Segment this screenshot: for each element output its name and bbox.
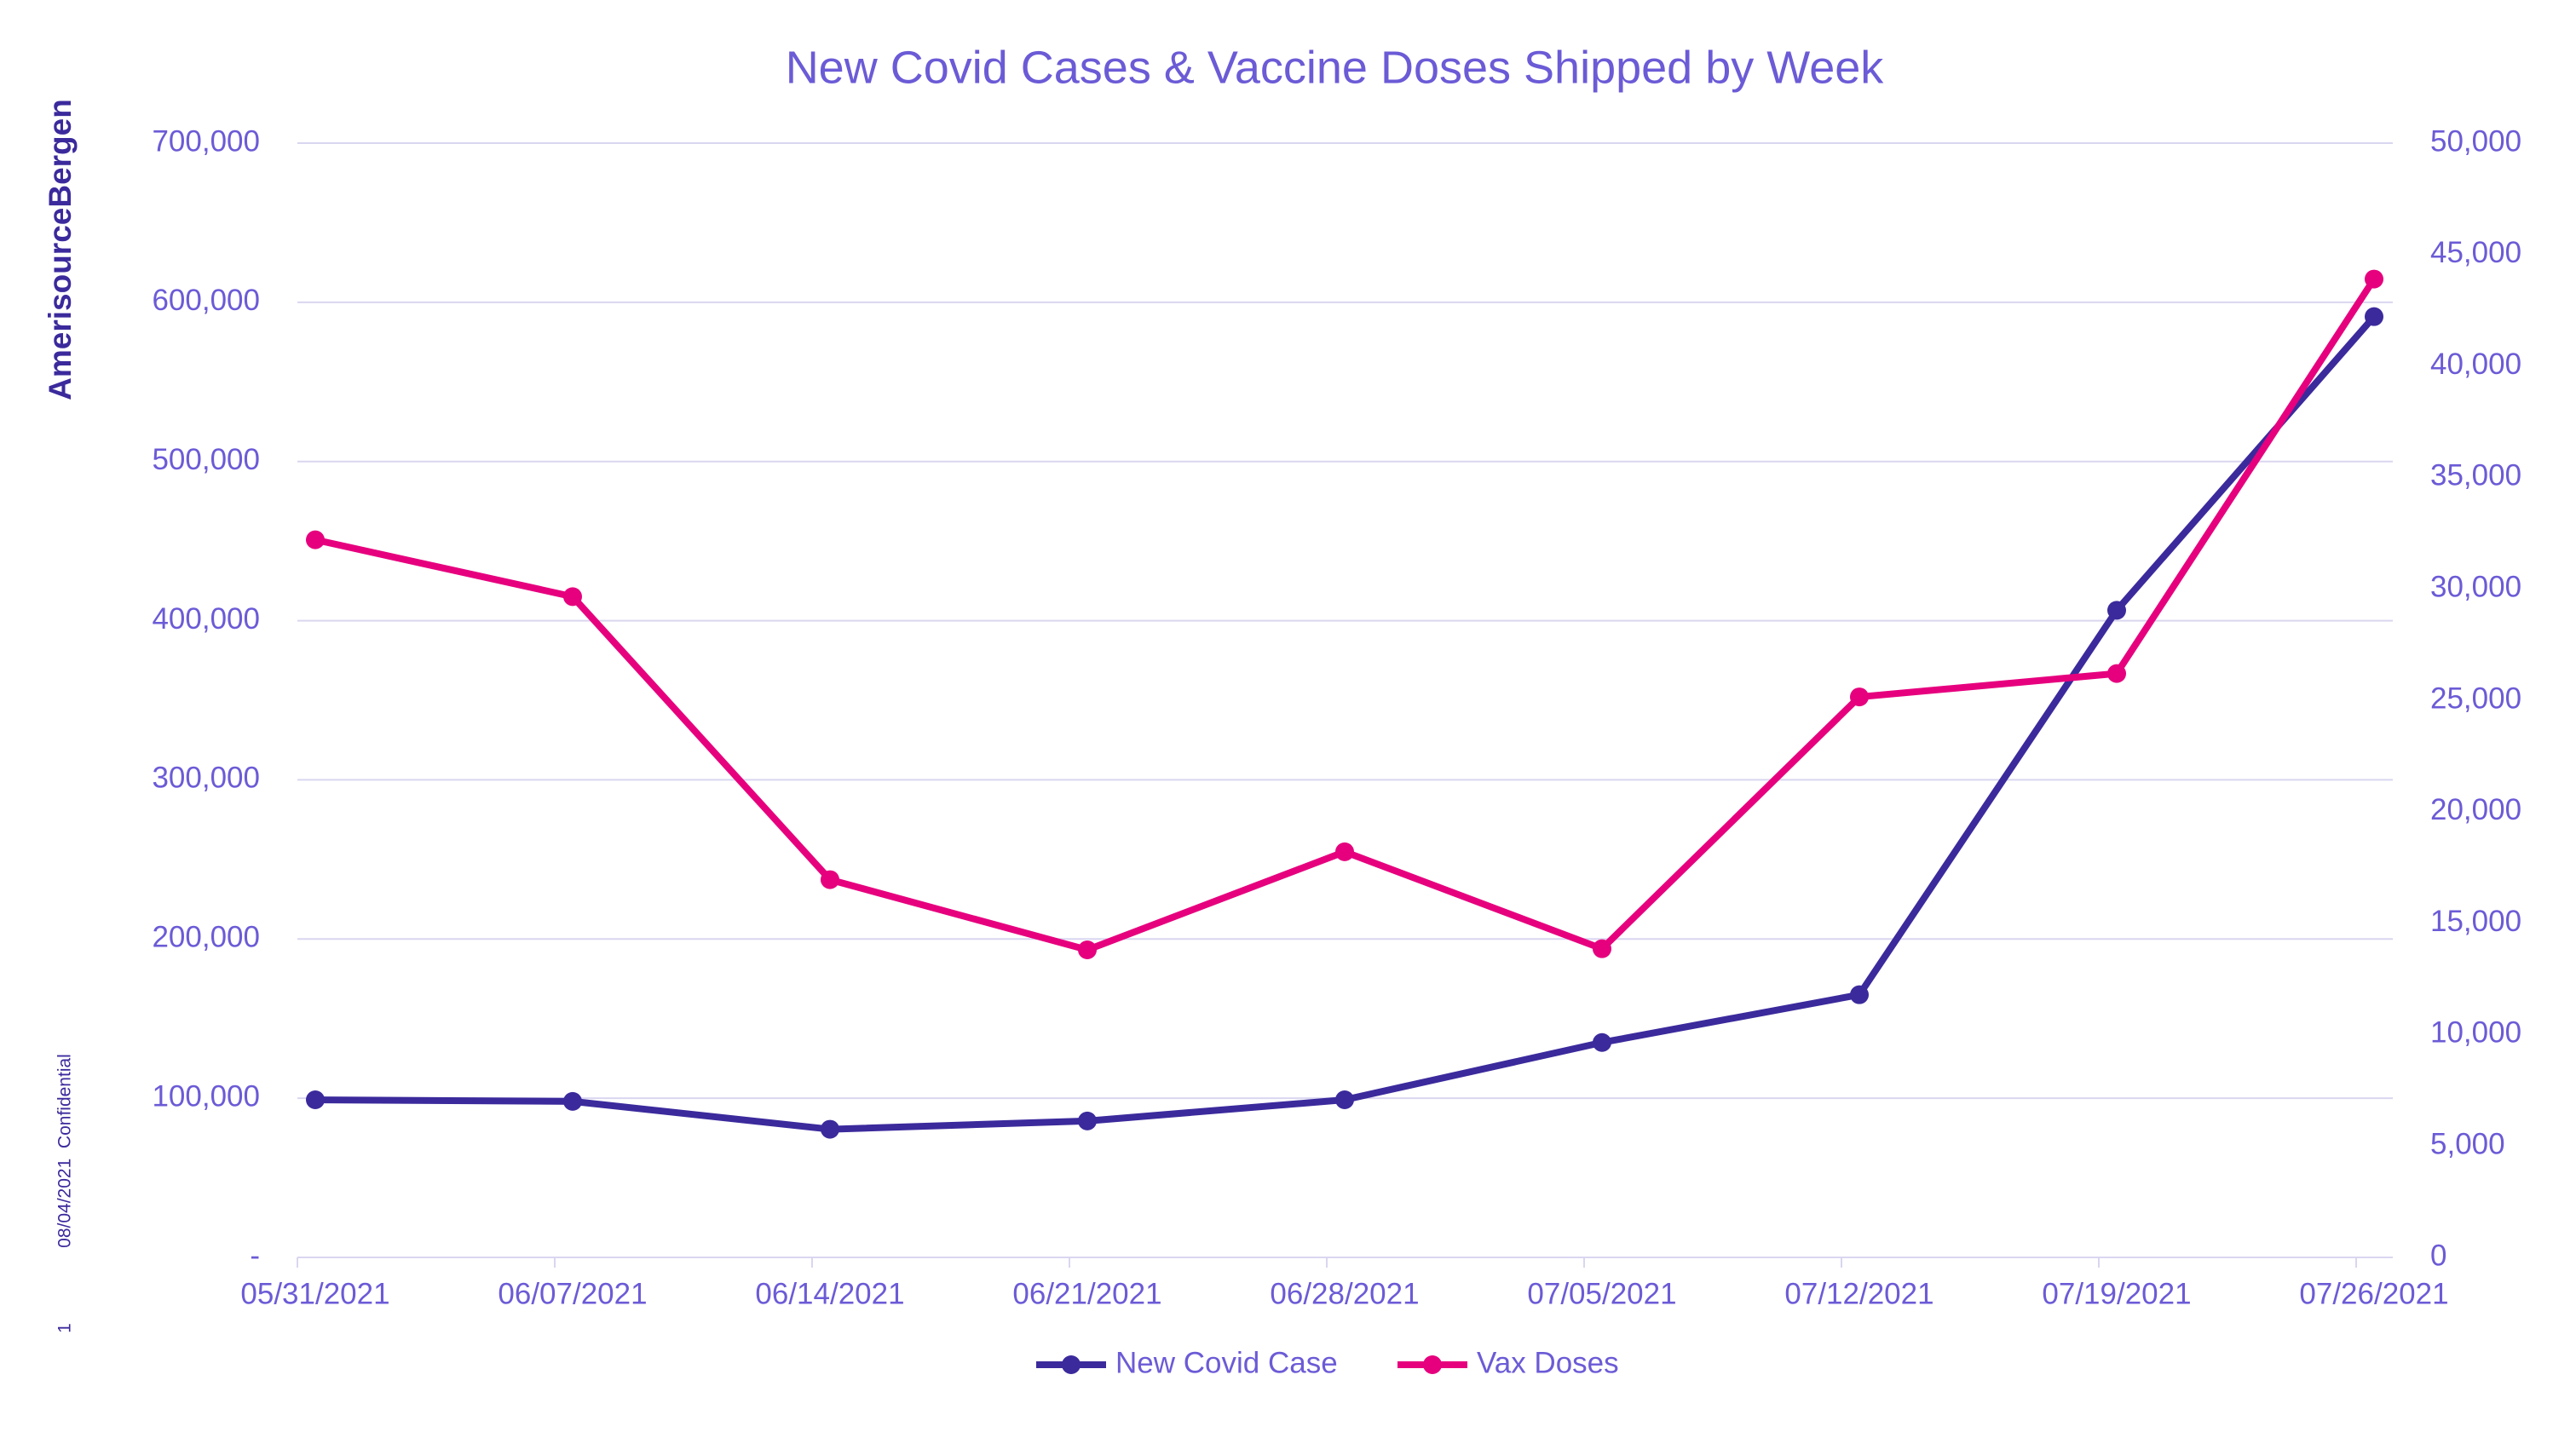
y2-tick-label: 40,000 <box>2430 348 2521 381</box>
data-point <box>1335 1090 1354 1110</box>
y-tick-label: 700,000 <box>152 124 260 158</box>
y2-tick-label: 20,000 <box>2430 793 2521 826</box>
footer-note: 08/04/2021 Confidential <box>55 1054 75 1248</box>
y2-tick-label: 35,000 <box>2430 459 2521 492</box>
chart-title: New Covid Cases & Vaccine Doses Shipped … <box>786 42 1885 93</box>
y-tick-label: 500,000 <box>152 443 260 476</box>
data-point <box>306 530 325 549</box>
data-point <box>821 870 839 889</box>
y-tick-label: 400,000 <box>152 602 260 636</box>
data-point <box>1335 842 1354 861</box>
y2-tick-label: 25,000 <box>2430 682 2521 715</box>
data-point <box>2365 307 2383 326</box>
y2-tick-label: 15,000 <box>2430 905 2521 938</box>
brand-logo: AmerisourceBergen <box>43 99 78 400</box>
series-line <box>314 314 2377 1133</box>
y-tick-label: 200,000 <box>152 921 260 954</box>
y2-tick-label: 45,000 <box>2430 236 2521 269</box>
y2-tick-label: 50,000 <box>2430 124 2521 158</box>
legend-label: Vax Doses <box>1477 1346 1619 1379</box>
y2-tick-label: 5,000 <box>2430 1127 2505 1160</box>
legend-label: New Covid Case <box>1115 1346 1338 1379</box>
x-tick-label: 06/07/2021 <box>498 1277 647 1310</box>
x-tick-label: 07/19/2021 <box>2042 1277 2191 1310</box>
x-tick-label: 05/31/2021 <box>240 1277 389 1310</box>
y2-tick-label: 0 <box>2430 1239 2446 1272</box>
data-point <box>1850 985 1869 1004</box>
x-tick-label: 06/28/2021 <box>1270 1277 1419 1310</box>
data-point <box>563 587 582 607</box>
data-point <box>1078 1111 1097 1130</box>
data-point <box>563 1091 582 1111</box>
page-number: 1 <box>55 1323 75 1333</box>
y-tick-label: - <box>250 1239 260 1272</box>
data-point <box>306 1090 325 1110</box>
y2-tick-label: 30,000 <box>2430 570 2521 603</box>
x-tick-label: 07/26/2021 <box>2299 1277 2448 1310</box>
data-point <box>2365 269 2383 289</box>
data-point <box>1593 1032 1611 1052</box>
x-tick-label: 07/12/2021 <box>1784 1277 1933 1310</box>
legend-marker <box>1423 1355 1442 1374</box>
data-point <box>2107 601 2126 620</box>
data-point <box>2107 664 2126 683</box>
data-point <box>1850 687 1869 707</box>
y2-tick-label: 10,000 <box>2430 1016 2521 1050</box>
x-tick-label: 07/05/2021 <box>1527 1277 1676 1310</box>
data-point <box>821 1119 839 1139</box>
y-tick-label: 300,000 <box>152 762 260 795</box>
y-tick-label: 600,000 <box>152 284 260 317</box>
legend-marker <box>1062 1355 1081 1374</box>
data-point <box>1078 940 1097 959</box>
y-tick-label: 100,000 <box>152 1079 260 1113</box>
data-point <box>1593 939 1611 958</box>
x-tick-label: 06/14/2021 <box>755 1277 904 1310</box>
x-tick-label: 06/21/2021 <box>1012 1277 1161 1310</box>
